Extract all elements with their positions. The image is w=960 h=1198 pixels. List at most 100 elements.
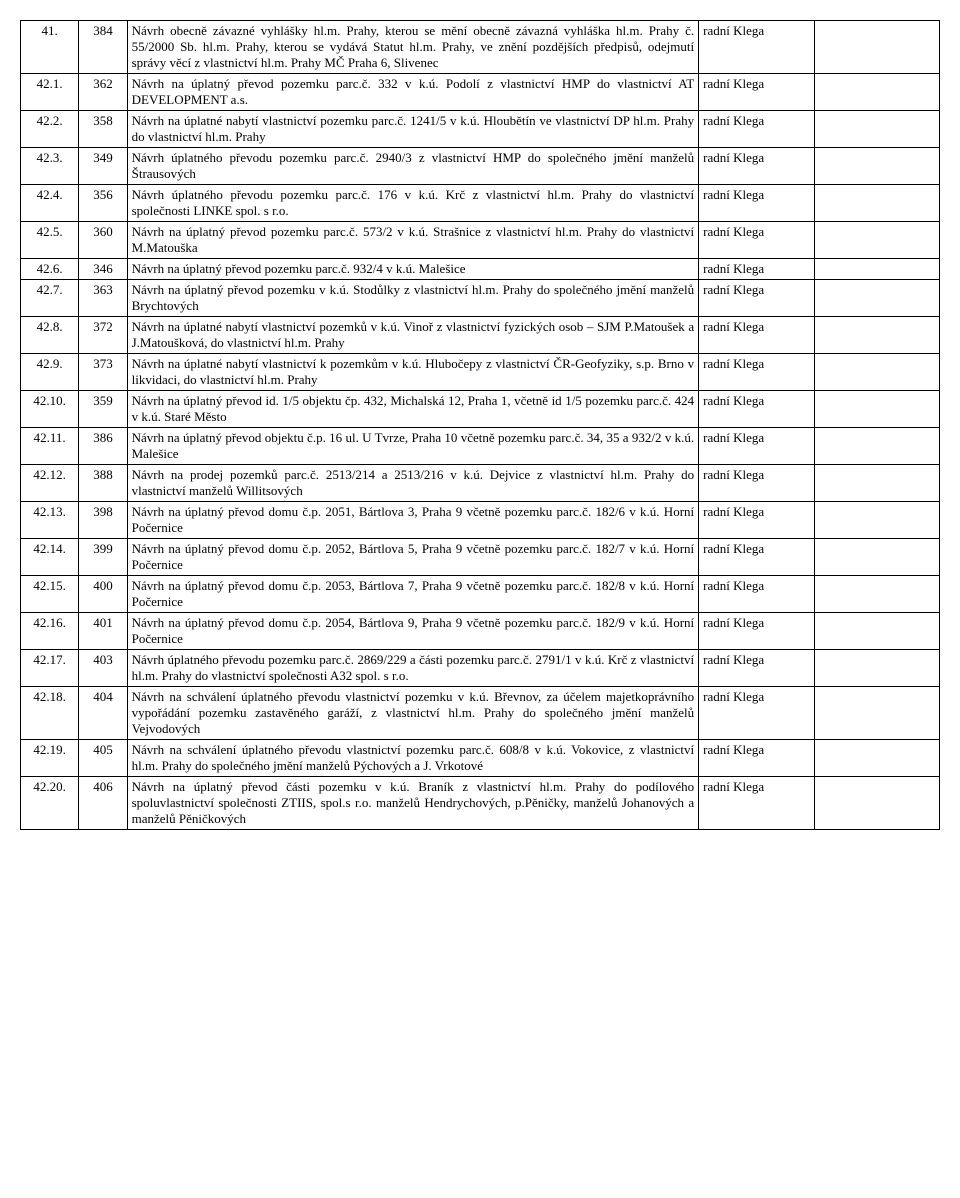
row-description: Návrh na úplatný převod pozemku parc.č. … — [127, 222, 699, 259]
table-row: 42.10.359Návrh na úplatný převod id. 1/5… — [21, 391, 940, 428]
row-empty — [815, 465, 940, 502]
row-id: 360 — [79, 222, 127, 259]
table-row: 42.7.363Návrh na úplatný převod pozemku … — [21, 280, 940, 317]
table-row: 42.19.405Návrh na schválení úplatného př… — [21, 740, 940, 777]
row-number: 42.6. — [21, 259, 79, 280]
row-empty — [815, 687, 940, 740]
row-description: Návrh na úplatný převod id. 1/5 objektu … — [127, 391, 699, 428]
row-description: Návrh na úplatný převod pozemku parc.č. … — [127, 259, 699, 280]
row-person: radní Klega — [699, 185, 815, 222]
table-row: 42.6.346Návrh na úplatný převod pozemku … — [21, 259, 940, 280]
row-empty — [815, 777, 940, 830]
row-person: radní Klega — [699, 391, 815, 428]
row-id: 358 — [79, 111, 127, 148]
row-empty — [815, 148, 940, 185]
row-empty — [815, 539, 940, 576]
row-description: Návrh úplatného převodu pozemku parc.č. … — [127, 185, 699, 222]
row-number: 42.18. — [21, 687, 79, 740]
row-id: 349 — [79, 148, 127, 185]
table-row: 42.3.349Návrh úplatného převodu pozemku … — [21, 148, 940, 185]
table-row: 42.8.372Návrh na úplatné nabytí vlastnic… — [21, 317, 940, 354]
row-number: 42.2. — [21, 111, 79, 148]
table-row: 42.9.373Návrh na úplatné nabytí vlastnic… — [21, 354, 940, 391]
table-row: 42.2.358Návrh na úplatné nabytí vlastnic… — [21, 111, 940, 148]
row-id: 398 — [79, 502, 127, 539]
row-id: 384 — [79, 21, 127, 74]
table-row: 42.11.386Návrh na úplatný převod objektu… — [21, 428, 940, 465]
row-number: 42.14. — [21, 539, 79, 576]
row-description: Návrh na úplatný převod domu č.p. 2051, … — [127, 502, 699, 539]
row-person: radní Klega — [699, 222, 815, 259]
table-row: 41.384Návrh obecně závazné vyhlášky hl.m… — [21, 21, 940, 74]
table-row: 42.16.401Návrh na úplatný převod domu č.… — [21, 613, 940, 650]
row-person: radní Klega — [699, 74, 815, 111]
row-number: 42.1. — [21, 74, 79, 111]
row-person: radní Klega — [699, 740, 815, 777]
row-number: 42.20. — [21, 777, 79, 830]
row-empty — [815, 317, 940, 354]
row-empty — [815, 740, 940, 777]
row-id: 372 — [79, 317, 127, 354]
row-id: 362 — [79, 74, 127, 111]
table-row: 42.4.356Návrh úplatného převodu pozemku … — [21, 185, 940, 222]
row-empty — [815, 613, 940, 650]
row-person: radní Klega — [699, 21, 815, 74]
row-person: radní Klega — [699, 777, 815, 830]
row-person: radní Klega — [699, 111, 815, 148]
row-number: 42.3. — [21, 148, 79, 185]
row-id: 388 — [79, 465, 127, 502]
row-id: 406 — [79, 777, 127, 830]
row-person: radní Klega — [699, 259, 815, 280]
table-row: 42.1.362Návrh na úplatný převod pozemku … — [21, 74, 940, 111]
row-id: 405 — [79, 740, 127, 777]
row-person: radní Klega — [699, 613, 815, 650]
row-id: 346 — [79, 259, 127, 280]
row-number: 42.13. — [21, 502, 79, 539]
row-number: 42.19. — [21, 740, 79, 777]
row-empty — [815, 650, 940, 687]
row-number: 42.10. — [21, 391, 79, 428]
row-empty — [815, 502, 940, 539]
row-person: radní Klega — [699, 502, 815, 539]
row-description: Návrh na úplatný převod domu č.p. 2054, … — [127, 613, 699, 650]
table-row: 42.14.399Návrh na úplatný převod domu č.… — [21, 539, 940, 576]
row-person: radní Klega — [699, 576, 815, 613]
row-description: Návrh úplatného převodu pozemku parc.č. … — [127, 148, 699, 185]
row-description: Návrh na úplatné nabytí vlastnictví poze… — [127, 111, 699, 148]
table-row: 42.13.398Návrh na úplatný převod domu č.… — [21, 502, 940, 539]
row-id: 356 — [79, 185, 127, 222]
table-row: 42.12.388Návrh na prodej pozemků parc.č.… — [21, 465, 940, 502]
row-id: 373 — [79, 354, 127, 391]
row-number: 41. — [21, 21, 79, 74]
row-id: 400 — [79, 576, 127, 613]
row-description: Návrh úplatného převodu pozemku parc.č. … — [127, 650, 699, 687]
row-number: 42.15. — [21, 576, 79, 613]
row-empty — [815, 354, 940, 391]
row-number: 42.16. — [21, 613, 79, 650]
row-description: Návrh na úplatné nabytí vlastnictví poze… — [127, 317, 699, 354]
row-description: Návrh na úplatný převod pozemku parc.č. … — [127, 74, 699, 111]
row-description: Návrh na schválení úplatného převodu vla… — [127, 687, 699, 740]
row-person: radní Klega — [699, 428, 815, 465]
row-id: 404 — [79, 687, 127, 740]
row-empty — [815, 111, 940, 148]
row-number: 42.17. — [21, 650, 79, 687]
items-table: 41.384Návrh obecně závazné vyhlášky hl.m… — [20, 20, 940, 830]
row-empty — [815, 185, 940, 222]
row-empty — [815, 280, 940, 317]
row-id: 399 — [79, 539, 127, 576]
row-person: radní Klega — [699, 539, 815, 576]
row-id: 403 — [79, 650, 127, 687]
row-id: 401 — [79, 613, 127, 650]
row-number: 42.11. — [21, 428, 79, 465]
row-description: Návrh na úplatný převod pozemku v k.ú. S… — [127, 280, 699, 317]
row-empty — [815, 21, 940, 74]
row-number: 42.7. — [21, 280, 79, 317]
row-number: 42.12. — [21, 465, 79, 502]
row-number: 42.9. — [21, 354, 79, 391]
table-row: 42.17.403Návrh úplatného převodu pozemku… — [21, 650, 940, 687]
row-description: Návrh na úplatné nabytí vlastnictví k po… — [127, 354, 699, 391]
row-person: radní Klega — [699, 650, 815, 687]
table-row: 42.18.404Návrh na schválení úplatného př… — [21, 687, 940, 740]
row-description: Návrh na úplatný převod domu č.p. 2053, … — [127, 576, 699, 613]
